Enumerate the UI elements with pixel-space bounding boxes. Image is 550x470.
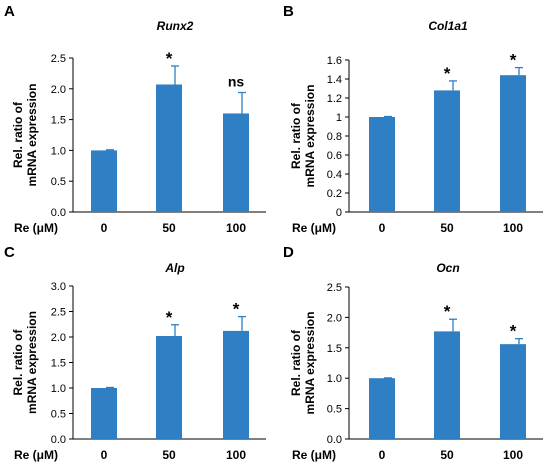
y-tick-label: 0.5 — [51, 176, 66, 188]
bar-50 — [434, 331, 460, 439]
significance-marker: * — [233, 300, 240, 319]
y-tick-label: 2.5 — [51, 53, 66, 65]
y-tick-label: 0.5 — [327, 404, 342, 416]
bar-0 — [91, 388, 117, 439]
significance-marker: * — [166, 308, 173, 327]
x-tick-label: 0 — [101, 448, 108, 462]
y-tick-label: 0.8 — [327, 131, 342, 143]
panel-letter: B — [283, 3, 294, 20]
x-tick-label: 50 — [440, 448, 454, 462]
y-tick-label: 3.0 — [51, 281, 66, 293]
bar-100 — [500, 75, 526, 212]
x-tick-label: 100 — [503, 221, 523, 235]
chart-title: Alp — [164, 261, 184, 275]
chart-panel-c: C Alp 0.0 0.5 1.0 1.5 2.0 2.5 3.0 Rel. ratio of mR… — [4, 244, 266, 462]
y-tick-label: 1.5 — [327, 343, 342, 355]
x-axis-label: Re (μM) — [14, 448, 58, 462]
x-tick-label: 0 — [101, 221, 108, 235]
bar-0 — [91, 150, 117, 212]
significance-marker: ns — [228, 73, 245, 89]
bar-100 — [500, 344, 526, 439]
x-tick-label: 100 — [503, 448, 523, 462]
y-axis-label-line2: mRNA expression — [303, 312, 317, 415]
x-axis-label: Re (μM) — [292, 448, 336, 462]
y-tick-label: 0.0 — [51, 207, 66, 219]
y-tick-label: 1.6 — [327, 55, 342, 67]
y-tick-label: 1.0 — [51, 383, 66, 395]
y-tick-label: 1.2 — [327, 93, 342, 105]
y-tick-label: 1.0 — [51, 145, 66, 157]
y-tick-label: 0.2 — [327, 188, 342, 200]
y-tick-label: 2.0 — [327, 312, 342, 324]
y-tick-label: 1.5 — [51, 358, 66, 370]
bar-100 — [223, 330, 249, 439]
significance-marker: * — [166, 49, 173, 68]
y-tick-label: 1.4 — [327, 74, 342, 86]
y-tick-label: 1.0 — [327, 373, 342, 385]
y-tick-label: 1 — [336, 112, 342, 124]
panel-letter: C — [4, 244, 15, 261]
y-tick-label: 1.5 — [51, 115, 66, 127]
y-tick-label: 0 — [336, 207, 342, 219]
y-axis-label-line2: mRNA expression — [303, 85, 317, 188]
y-axis-label-line2: mRNA expression — [25, 311, 39, 414]
y-tick-label: 0.5 — [51, 409, 66, 421]
bar-0 — [369, 378, 395, 439]
panel-letter: A — [4, 3, 15, 20]
x-axis-label: Re (μM) — [14, 221, 58, 235]
significance-marker: * — [510, 322, 517, 341]
x-tick-label: 100 — [226, 221, 246, 235]
x-tick-label: 50 — [162, 448, 176, 462]
chart-panel-b: B Col1a1 0 0.2 0.4 0.6 0.8 1 1.2 1.4 1.6 Rel. ratio… — [283, 3, 543, 235]
significance-marker: * — [510, 51, 517, 70]
y-axis-label-line1: Rel. ratio of — [11, 101, 25, 168]
y-tick-label: 0.6 — [327, 150, 342, 162]
y-axis-label-line1: Rel. ratio of — [11, 328, 25, 395]
y-tick-label: 2.0 — [51, 332, 66, 344]
y-tick-label: 2.0 — [51, 84, 66, 96]
significance-marker: * — [444, 302, 451, 321]
chart-panel-a: A Runx2 0.0 0.5 1.0 1.5 2.0 2.5 Rel. ratio of mRN… — [4, 3, 266, 235]
bar-50 — [434, 90, 460, 212]
panel-letter: D — [283, 244, 294, 261]
x-tick-label: 0 — [379, 448, 386, 462]
chart-panel-d: D Ocn 0.0 0.5 1.0 1.5 2.0 2.5 Rel. ratio of mRNA … — [283, 244, 543, 462]
y-tick-label: 0.4 — [327, 169, 342, 181]
x-tick-label: 50 — [440, 221, 454, 235]
y-tick-label: 0.0 — [51, 434, 66, 446]
significance-marker: * — [444, 64, 451, 83]
x-tick-label: 50 — [162, 221, 176, 235]
bar-50 — [156, 335, 182, 439]
x-tick-label: 0 — [379, 221, 386, 235]
y-axis-label-line1: Rel. ratio of — [289, 329, 303, 396]
chart-title: Runx2 — [157, 19, 194, 33]
x-axis-label: Re (μM) — [292, 221, 336, 235]
chart-title: Ocn — [436, 261, 459, 275]
chart-title: Col1a1 — [428, 19, 468, 33]
y-tick-label: 2.5 — [327, 282, 342, 294]
bar-100 — [223, 113, 249, 212]
x-tick-label: 100 — [226, 448, 246, 462]
bar-0 — [369, 117, 395, 212]
y-tick-label: 2.5 — [51, 307, 66, 319]
bar-50 — [156, 84, 182, 212]
y-tick-label: 0.0 — [327, 434, 342, 446]
y-axis-label-line1: Rel. ratio of — [289, 102, 303, 169]
y-axis-label-line2: mRNA expression — [25, 84, 39, 187]
